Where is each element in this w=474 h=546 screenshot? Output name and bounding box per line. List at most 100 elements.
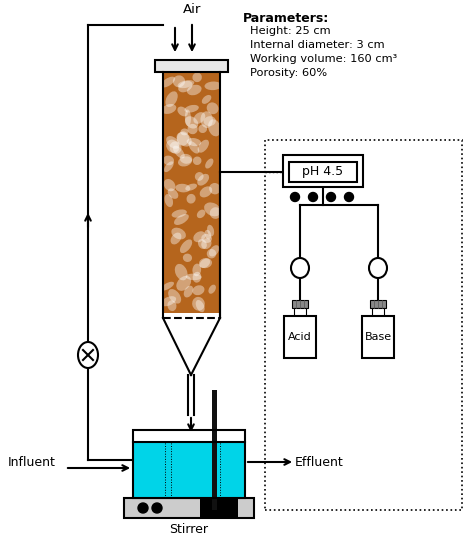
Ellipse shape <box>189 141 199 153</box>
Ellipse shape <box>166 140 179 153</box>
Ellipse shape <box>198 239 207 249</box>
Bar <box>133 430 245 442</box>
Ellipse shape <box>165 91 178 107</box>
Ellipse shape <box>204 116 216 126</box>
Ellipse shape <box>184 286 193 298</box>
Bar <box>134 442 244 498</box>
Ellipse shape <box>168 188 178 199</box>
Text: pH 4.5: pH 4.5 <box>302 164 344 177</box>
Ellipse shape <box>192 285 204 295</box>
Circle shape <box>327 193 336 201</box>
Ellipse shape <box>197 210 205 218</box>
Ellipse shape <box>177 132 189 146</box>
Ellipse shape <box>181 128 189 135</box>
Ellipse shape <box>207 249 216 258</box>
Ellipse shape <box>78 342 98 368</box>
Ellipse shape <box>164 194 173 207</box>
Ellipse shape <box>205 230 211 240</box>
Ellipse shape <box>185 183 197 191</box>
Ellipse shape <box>178 81 192 92</box>
Ellipse shape <box>163 156 174 165</box>
Bar <box>284 316 316 358</box>
Ellipse shape <box>205 158 213 169</box>
Ellipse shape <box>200 186 212 198</box>
Bar <box>294 308 306 316</box>
Circle shape <box>345 193 354 201</box>
Ellipse shape <box>180 239 192 253</box>
Ellipse shape <box>171 228 186 239</box>
Bar <box>155 60 228 72</box>
Ellipse shape <box>192 264 201 276</box>
Ellipse shape <box>196 300 205 312</box>
Ellipse shape <box>161 76 175 87</box>
Ellipse shape <box>369 258 387 278</box>
Ellipse shape <box>183 253 192 262</box>
Ellipse shape <box>175 184 191 192</box>
Ellipse shape <box>167 300 176 311</box>
Ellipse shape <box>185 116 198 128</box>
Bar <box>372 308 384 316</box>
Ellipse shape <box>204 81 222 90</box>
Ellipse shape <box>173 146 185 158</box>
Ellipse shape <box>198 140 209 153</box>
Ellipse shape <box>186 274 201 280</box>
Ellipse shape <box>199 258 212 268</box>
Bar <box>124 498 254 518</box>
Ellipse shape <box>201 238 211 249</box>
Ellipse shape <box>180 154 192 164</box>
Circle shape <box>138 503 148 513</box>
Bar <box>362 316 394 358</box>
Ellipse shape <box>177 106 188 116</box>
Ellipse shape <box>188 124 198 134</box>
Ellipse shape <box>192 272 201 283</box>
Ellipse shape <box>193 232 206 242</box>
Bar <box>289 162 357 182</box>
Text: Parameters:: Parameters: <box>243 12 329 25</box>
Ellipse shape <box>192 73 202 82</box>
Ellipse shape <box>200 258 210 268</box>
Ellipse shape <box>187 194 196 204</box>
Ellipse shape <box>161 296 176 306</box>
Ellipse shape <box>168 289 181 304</box>
Ellipse shape <box>202 95 211 104</box>
Ellipse shape <box>201 111 213 128</box>
Text: Air: Air <box>183 3 201 16</box>
Ellipse shape <box>187 85 201 95</box>
Ellipse shape <box>204 203 221 216</box>
Text: Base: Base <box>365 332 392 342</box>
Bar <box>200 499 238 517</box>
Ellipse shape <box>166 136 180 149</box>
Ellipse shape <box>172 210 187 218</box>
Ellipse shape <box>209 245 219 257</box>
Circle shape <box>309 193 318 201</box>
Bar <box>212 390 218 510</box>
Ellipse shape <box>164 162 173 172</box>
Ellipse shape <box>193 112 205 124</box>
Ellipse shape <box>207 225 214 236</box>
Ellipse shape <box>176 132 191 146</box>
Bar <box>370 300 386 308</box>
Ellipse shape <box>176 276 191 291</box>
Ellipse shape <box>187 138 201 146</box>
Circle shape <box>152 503 162 513</box>
Ellipse shape <box>291 258 309 278</box>
Bar <box>163 72 220 318</box>
Ellipse shape <box>175 264 188 280</box>
Bar <box>283 155 363 187</box>
Ellipse shape <box>197 174 209 186</box>
Text: Influent: Influent <box>8 455 56 468</box>
Text: Working volume: 160 cm³: Working volume: 160 cm³ <box>250 54 397 64</box>
Ellipse shape <box>209 183 220 194</box>
Ellipse shape <box>207 103 219 114</box>
Ellipse shape <box>201 234 212 243</box>
Ellipse shape <box>162 104 176 114</box>
Text: Porosity: 60%: Porosity: 60% <box>250 68 327 78</box>
Ellipse shape <box>178 156 192 167</box>
Ellipse shape <box>195 172 204 181</box>
Text: Stirrer: Stirrer <box>170 523 209 536</box>
Ellipse shape <box>208 120 221 136</box>
Ellipse shape <box>164 179 175 191</box>
Bar <box>164 72 219 313</box>
Ellipse shape <box>173 75 185 87</box>
Bar <box>133 430 245 498</box>
